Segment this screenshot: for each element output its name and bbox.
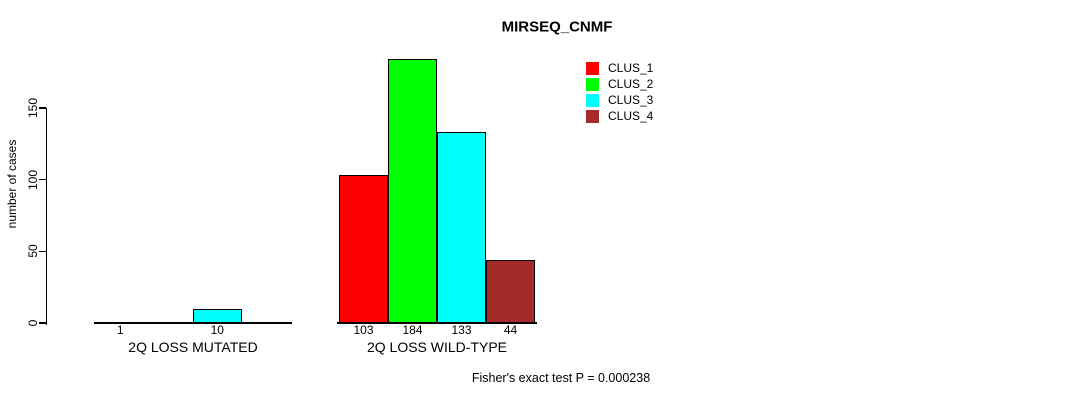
bar-clus_3-group2 xyxy=(437,132,486,323)
y-axis-tick-label: 0 xyxy=(26,319,40,327)
bar-value-label: 133 xyxy=(451,323,472,337)
y-axis-tick-label: 50 xyxy=(26,244,40,258)
bar-value-label: 10 xyxy=(210,323,224,337)
legend-label: CLUS_1 xyxy=(608,61,654,75)
bar-value-label: 44 xyxy=(503,323,518,337)
y-axis-tick xyxy=(38,250,46,252)
category-label: 2Q LOSS WILD-TYPE xyxy=(366,339,508,355)
legend-label: CLUS_3 xyxy=(608,93,654,107)
y-axis-tick xyxy=(38,322,46,324)
x-axis-baseline xyxy=(337,322,537,324)
legend-row: CLUS_2 xyxy=(586,78,653,91)
y-axis-tick xyxy=(38,107,46,109)
y-axis-tick-label: 100 xyxy=(26,169,40,190)
bar-clus_3-group1 xyxy=(193,308,242,323)
bar-clus_1-group2 xyxy=(339,175,388,323)
y-axis-tick-label: 150 xyxy=(26,97,40,118)
category-label: 2Q LOSS MUTATED xyxy=(128,339,258,355)
bar-clus_2-group2 xyxy=(388,58,437,323)
legend: CLUS_1 CLUS_2 CLUS_3 CLUS_4 xyxy=(586,62,653,126)
fisher-test-annotation: Fisher's exact test P = 0.000238 xyxy=(471,371,651,385)
legend-row: CLUS_1 xyxy=(586,62,653,75)
legend-swatch-clus_2 xyxy=(586,78,599,91)
legend-swatch-clus_4 xyxy=(586,110,599,123)
y-axis-label: number of cases xyxy=(5,139,19,229)
legend-swatch-clus_1 xyxy=(586,62,599,75)
y-axis-line xyxy=(45,107,47,325)
bar-value-label: 184 xyxy=(402,323,423,337)
bar-clus_4-group2 xyxy=(486,259,535,323)
chart-title: MIRSEQ_CNMF xyxy=(501,18,613,36)
y-axis-tick xyxy=(38,178,46,181)
legend-swatch-clus_3 xyxy=(586,94,599,107)
legend-label: CLUS_2 xyxy=(608,77,654,91)
bar-value-label: 103 xyxy=(353,323,374,337)
x-axis-baseline xyxy=(94,322,292,324)
legend-row: CLUS_3 xyxy=(586,94,653,107)
bar-clus_1-group1 xyxy=(96,321,145,324)
bar-value-label: 1 xyxy=(116,323,124,337)
legend-row: CLUS_4 xyxy=(586,110,653,123)
legend-label: CLUS_4 xyxy=(608,109,654,123)
